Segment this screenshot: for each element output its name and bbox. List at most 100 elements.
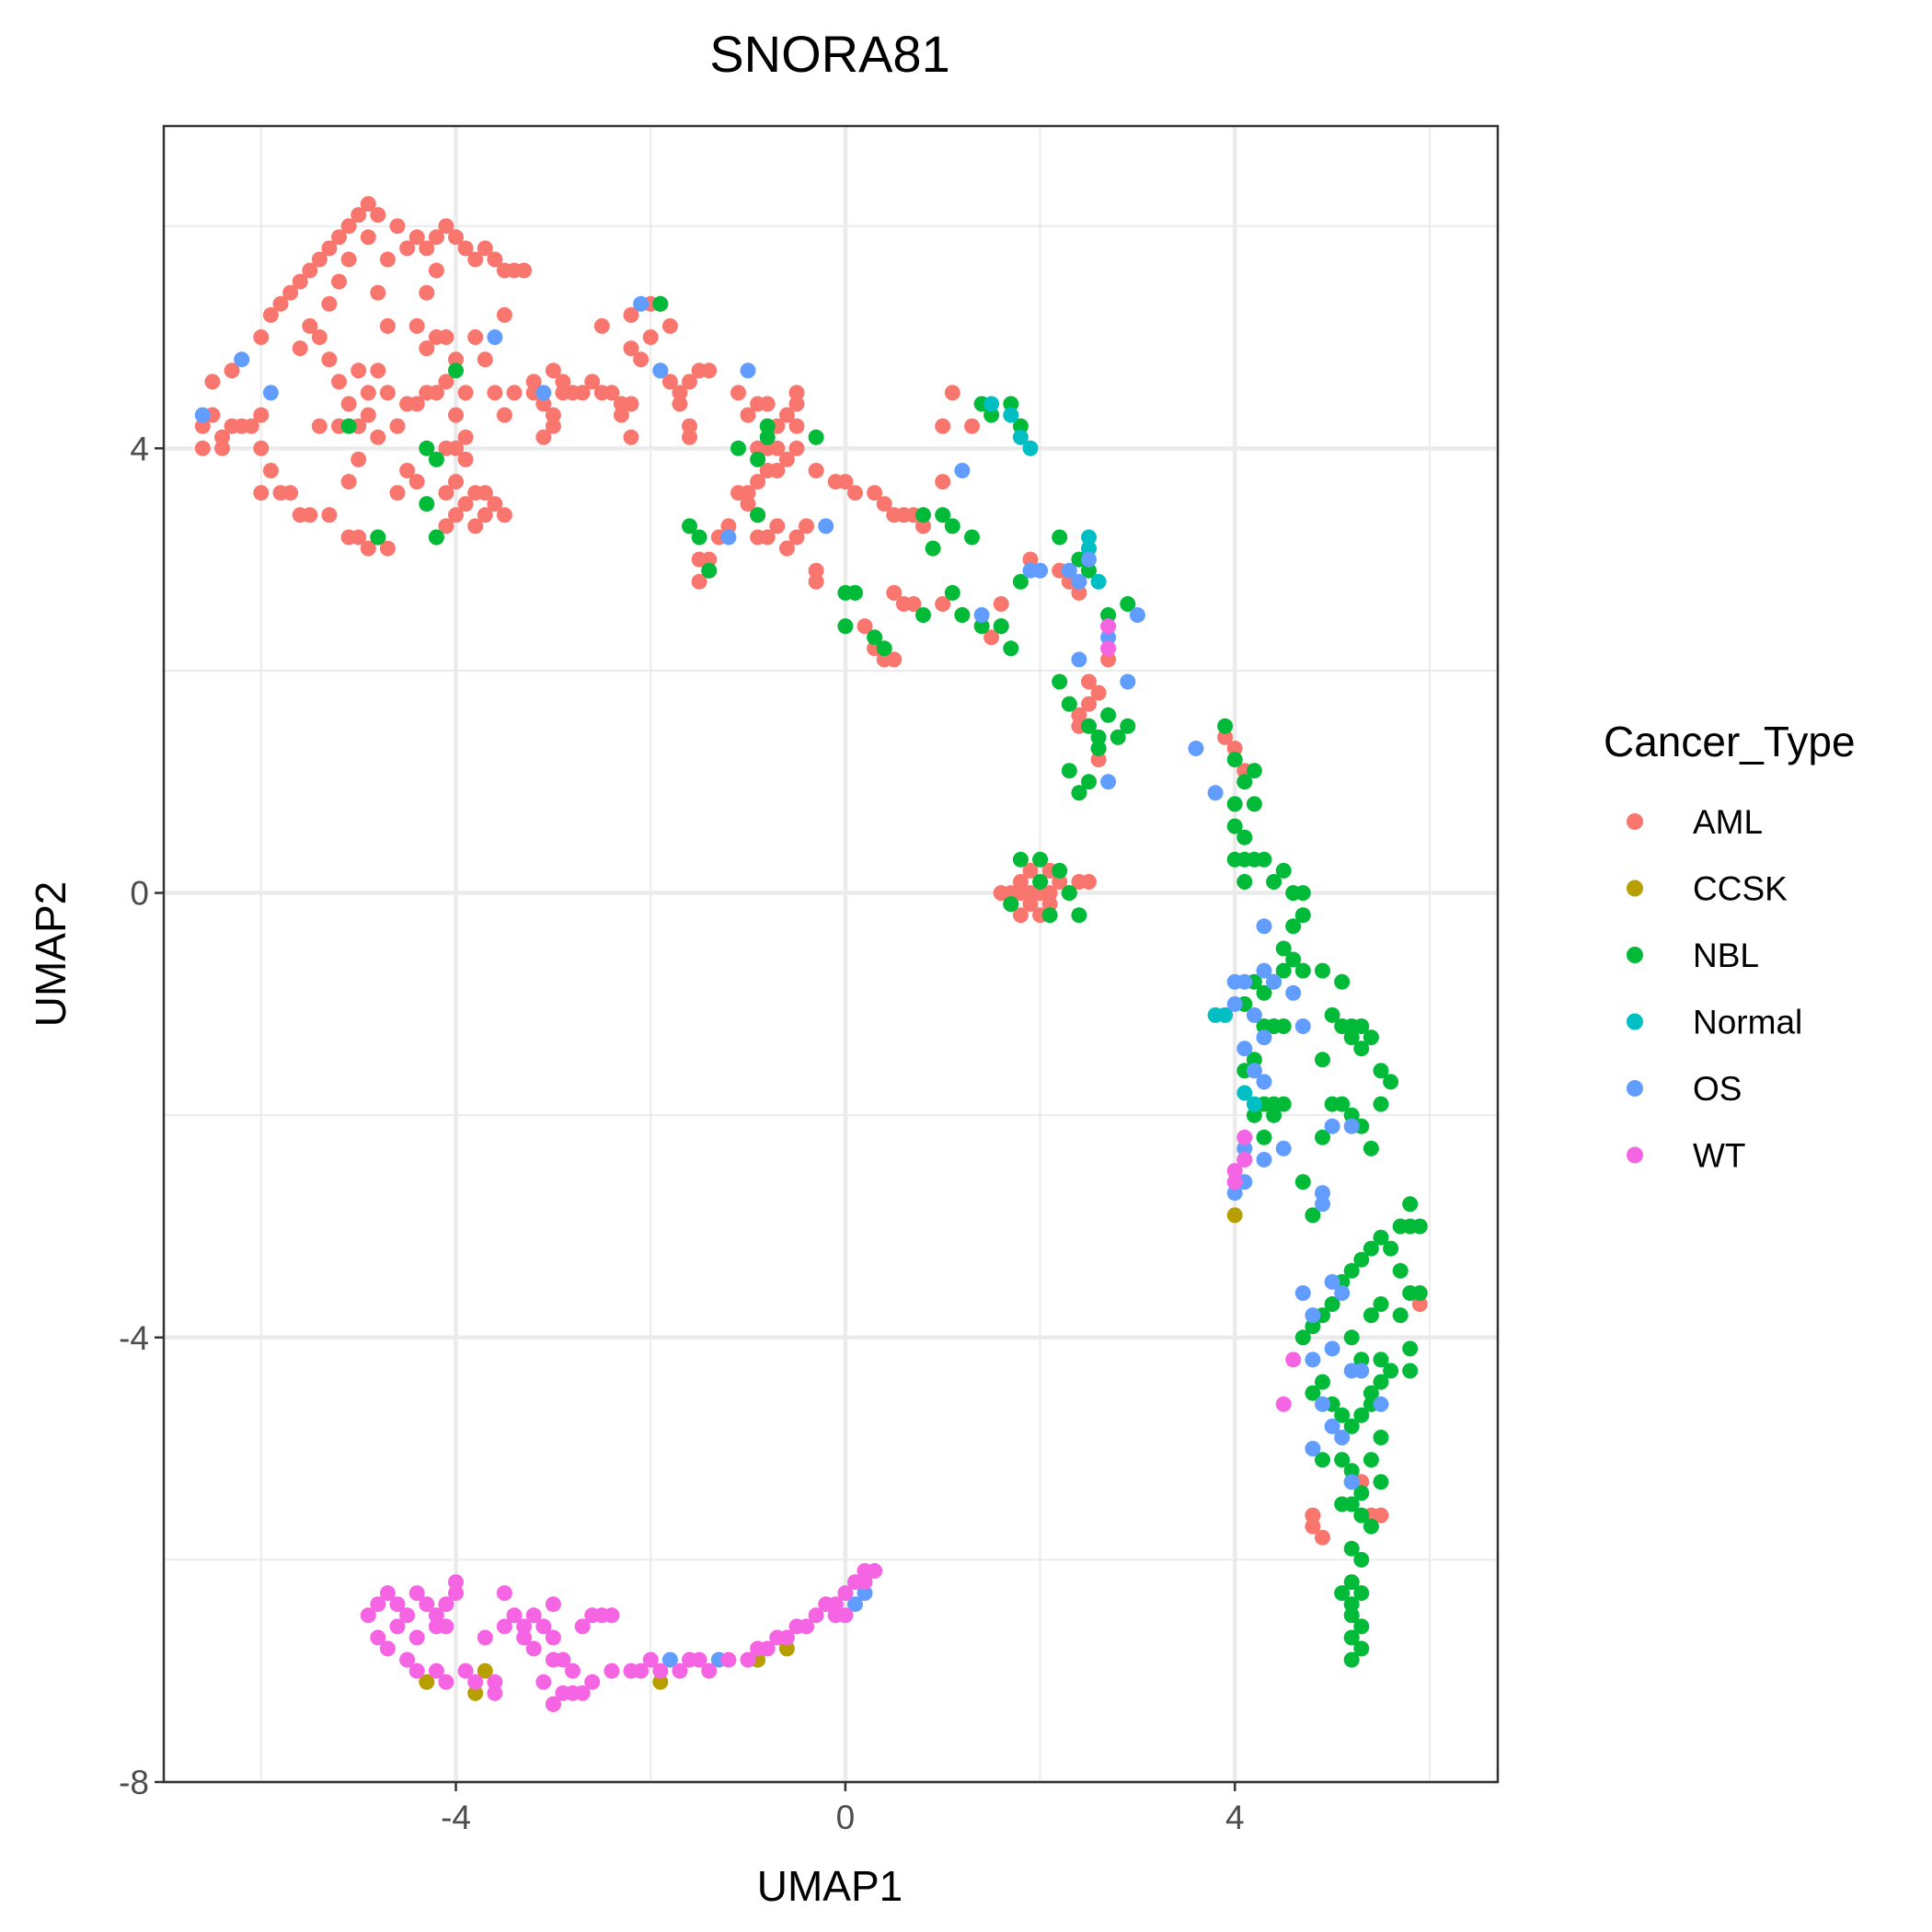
data-point-nbl bbox=[954, 607, 971, 623]
data-point-wt bbox=[1236, 1152, 1253, 1167]
data-point-wt bbox=[379, 1585, 396, 1602]
data-point-os bbox=[973, 607, 990, 623]
data-point-os bbox=[1266, 973, 1282, 990]
data-point-os bbox=[1334, 1285, 1351, 1301]
data-point-aml bbox=[457, 429, 474, 445]
data-point-os bbox=[1324, 1418, 1340, 1434]
legend-key-normal bbox=[1627, 1013, 1643, 1030]
data-point-aml bbox=[1305, 1507, 1321, 1524]
data-point-aml bbox=[857, 618, 873, 635]
data-point-nbl bbox=[837, 584, 854, 601]
data-point-nbl bbox=[1353, 1507, 1370, 1524]
data-point-aml bbox=[214, 440, 230, 456]
data-point-aml bbox=[331, 273, 347, 290]
data-point-ccsk bbox=[467, 1685, 484, 1701]
data-point-nbl bbox=[1305, 1318, 1321, 1335]
data-point-aml bbox=[360, 385, 376, 401]
data-point-aml bbox=[623, 429, 639, 445]
data-point-os bbox=[487, 329, 503, 345]
data-point-nbl bbox=[1402, 1340, 1419, 1357]
data-point-nbl bbox=[1373, 1096, 1389, 1112]
data-point-aml bbox=[457, 385, 474, 401]
data-point-nbl bbox=[1120, 596, 1136, 612]
data-point-wt bbox=[360, 1607, 376, 1624]
data-point-nbl bbox=[1315, 1452, 1330, 1468]
data-point-nbl bbox=[1294, 907, 1311, 924]
data-point-nbl bbox=[1305, 1207, 1321, 1224]
data-point-aml bbox=[1081, 673, 1097, 690]
y-axis-ticks: -8 -4 0 4 bbox=[119, 430, 164, 1801]
data-point-aml bbox=[496, 306, 512, 323]
data-point-aml bbox=[379, 540, 396, 557]
data-point-nbl bbox=[1343, 1329, 1360, 1346]
data-point-wt bbox=[506, 1607, 523, 1624]
data-point-nbl bbox=[1041, 907, 1058, 924]
data-point-wt bbox=[574, 1618, 591, 1635]
data-point-aml bbox=[389, 218, 406, 235]
data-point-nbl bbox=[1343, 1262, 1360, 1279]
data-point-nbl bbox=[964, 529, 980, 546]
data-point-aml bbox=[935, 418, 951, 434]
data-point-nbl bbox=[1003, 640, 1019, 657]
data-point-os bbox=[1120, 673, 1136, 690]
data-point-wt bbox=[545, 1629, 561, 1646]
data-point-nbl bbox=[1373, 1351, 1389, 1368]
data-point-aml bbox=[243, 418, 259, 434]
data-point-aml bbox=[467, 329, 484, 345]
data-point-aml bbox=[1022, 896, 1039, 913]
data-point-aml bbox=[302, 262, 318, 279]
data-point-aml bbox=[1081, 696, 1097, 712]
data-point-nbl bbox=[1266, 1107, 1282, 1123]
data-point-nbl bbox=[1373, 1296, 1389, 1312]
data-point-os bbox=[1071, 651, 1087, 668]
data-point-aml bbox=[262, 306, 279, 323]
data-point-nbl bbox=[1343, 1463, 1360, 1479]
data-point-aml bbox=[682, 418, 697, 434]
data-point-aml bbox=[311, 329, 328, 345]
data-point-aml bbox=[311, 251, 328, 268]
data-point-wt bbox=[438, 1673, 454, 1690]
data-point-aml bbox=[370, 207, 386, 224]
data-point-aml bbox=[214, 429, 230, 445]
data-point-aml bbox=[750, 474, 766, 490]
data-point-aml bbox=[331, 229, 347, 246]
data-point-aml bbox=[477, 507, 493, 523]
data-point-normal bbox=[1217, 1006, 1234, 1023]
data-point-nbl bbox=[1120, 718, 1136, 734]
data-point-os bbox=[1207, 785, 1224, 801]
data-point-os bbox=[1343, 1118, 1360, 1134]
y-tick-label: -4 bbox=[119, 1319, 149, 1357]
data-point-aml bbox=[1052, 874, 1068, 890]
data-point-aml bbox=[292, 273, 308, 290]
legend-label-wt: WT bbox=[1693, 1137, 1746, 1175]
data-point-nbl bbox=[837, 618, 854, 635]
data-point-nbl bbox=[1256, 851, 1272, 868]
data-point-nbl bbox=[1275, 862, 1292, 879]
series-os bbox=[194, 295, 1389, 1668]
data-point-nbl bbox=[1383, 1074, 1399, 1090]
data-point-aml bbox=[574, 385, 591, 401]
data-point-os bbox=[1236, 1140, 1253, 1156]
data-point-wt bbox=[477, 1629, 493, 1646]
data-point-os bbox=[1324, 1273, 1340, 1290]
data-point-nbl bbox=[1324, 1006, 1340, 1023]
data-point-os bbox=[1100, 774, 1117, 790]
data-point-aml bbox=[1071, 584, 1087, 601]
data-point-aml bbox=[408, 317, 425, 334]
data-point-os bbox=[1256, 1074, 1272, 1090]
legend-key-wt bbox=[1627, 1146, 1643, 1164]
data-point-wt bbox=[837, 1607, 854, 1624]
data-point-aml bbox=[886, 651, 903, 668]
data-point-aml bbox=[321, 240, 338, 257]
data-point-normal bbox=[1236, 1085, 1253, 1101]
data-point-wt bbox=[535, 1618, 552, 1635]
data-point-os bbox=[535, 385, 552, 401]
data-point-os bbox=[1188, 741, 1204, 756]
data-point-wt bbox=[584, 1673, 601, 1690]
data-point-wt bbox=[867, 1563, 883, 1579]
data-point-aml bbox=[448, 229, 464, 246]
data-point-nbl bbox=[1373, 1229, 1389, 1246]
data-point-nbl bbox=[682, 518, 697, 535]
data-point-aml bbox=[292, 340, 308, 357]
data-point-nbl bbox=[1383, 1240, 1399, 1257]
